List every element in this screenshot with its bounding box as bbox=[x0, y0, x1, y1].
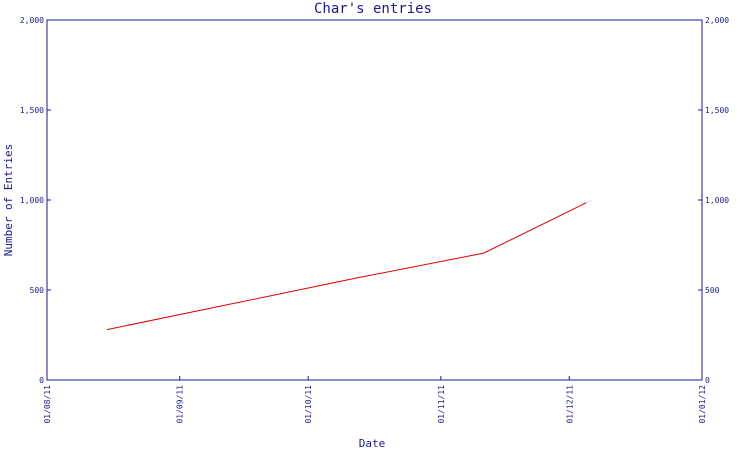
y-tick-label-right: 0 bbox=[705, 376, 710, 385]
x-tick-label: 01/08/11 bbox=[43, 385, 52, 424]
series-line bbox=[106, 202, 587, 331]
y-tick-label-right: 1,500 bbox=[705, 106, 729, 115]
x-tick-label: 01/10/11 bbox=[304, 385, 313, 424]
y-tick-label-left: 1,000 bbox=[20, 196, 44, 205]
y-axis-label: Number of Entries bbox=[2, 144, 15, 257]
x-tick-label: 01/11/11 bbox=[437, 385, 446, 424]
x-tick-label: 01/09/11 bbox=[176, 385, 185, 424]
y-tick-label-right: 500 bbox=[705, 286, 720, 295]
y-tick-label-left: 2,000 bbox=[20, 16, 44, 25]
chart-title: Char's entries bbox=[314, 1, 432, 17]
y-tick-label-right: 2,000 bbox=[705, 16, 729, 25]
x-tick-label: 01/01/12 bbox=[698, 385, 707, 424]
plot-frame bbox=[46, 19, 703, 381]
plot-layer: 0 0 500 500 1,000 1,000 1,500 1,500 2,000 2,000 01… bbox=[20, 16, 729, 424]
y-tick-label-left: 500 bbox=[30, 286, 45, 295]
y-tick-label-left: 0 bbox=[39, 376, 44, 385]
y-tick-label-right: 1,000 bbox=[705, 196, 729, 205]
y-tick-label-left: 1,500 bbox=[20, 106, 44, 115]
x-axis-label: Date bbox=[359, 437, 386, 450]
x-tick-label: 01/12/11 bbox=[565, 385, 574, 424]
